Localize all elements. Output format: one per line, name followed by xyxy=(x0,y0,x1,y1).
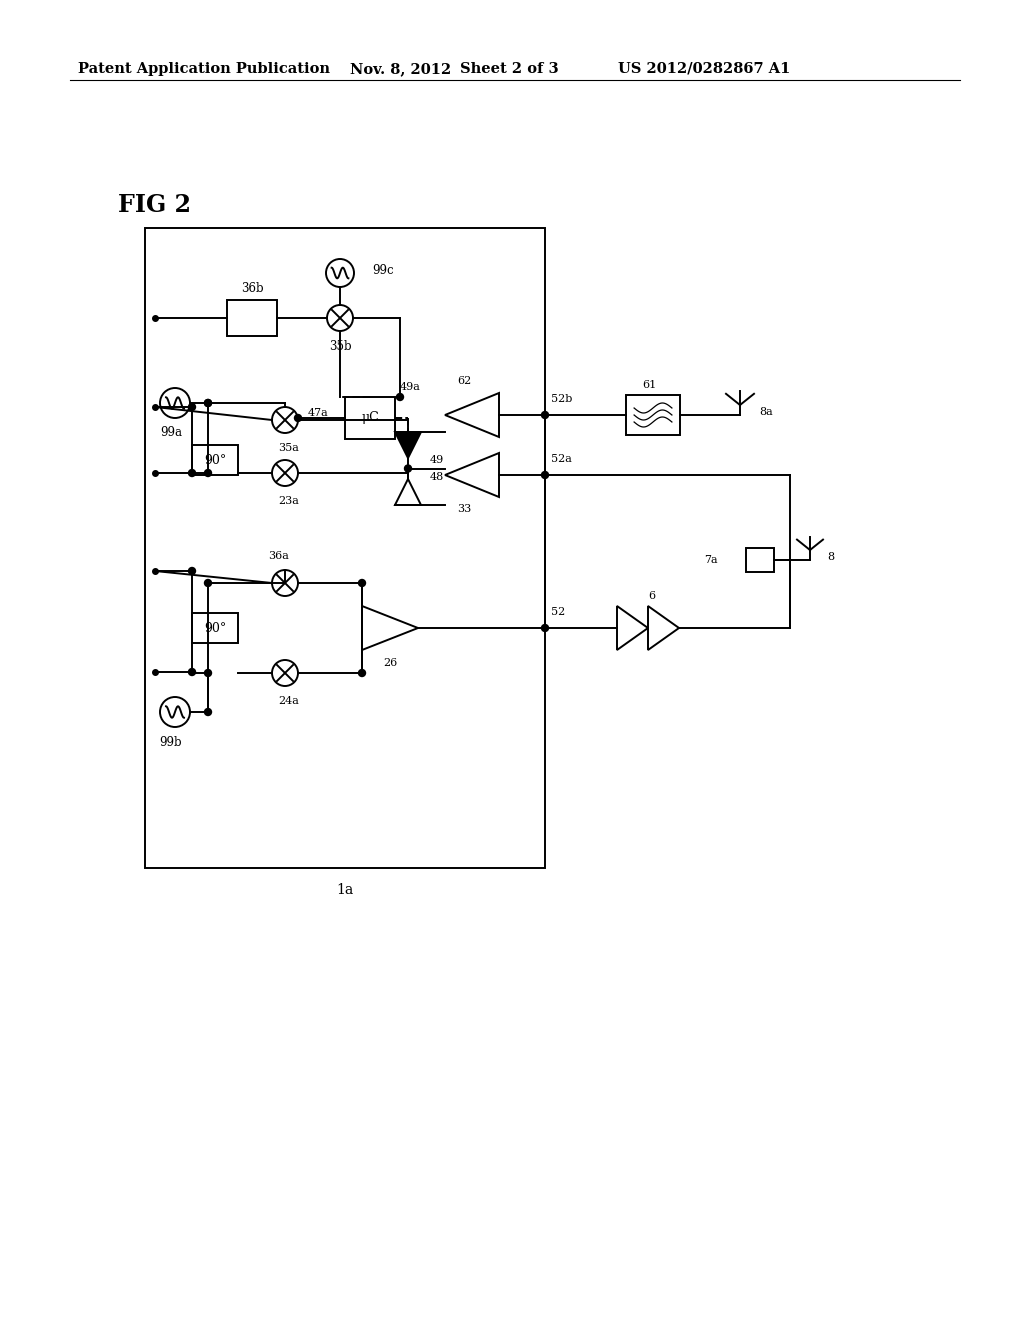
Text: 62: 62 xyxy=(457,376,471,385)
Circle shape xyxy=(396,393,403,400)
Circle shape xyxy=(272,459,298,486)
Text: 33: 33 xyxy=(457,504,471,513)
Text: 90°: 90° xyxy=(204,454,226,466)
Circle shape xyxy=(272,660,298,686)
Circle shape xyxy=(404,465,412,473)
Text: μC: μC xyxy=(361,412,379,425)
Circle shape xyxy=(272,407,298,433)
Text: 35b: 35b xyxy=(329,339,351,352)
Text: 90°: 90° xyxy=(204,622,226,635)
Polygon shape xyxy=(395,432,421,458)
Text: FIG 2: FIG 2 xyxy=(118,193,191,216)
Polygon shape xyxy=(395,479,421,506)
Text: 99b: 99b xyxy=(160,735,182,748)
Circle shape xyxy=(272,570,298,597)
Circle shape xyxy=(326,259,354,286)
Circle shape xyxy=(205,709,212,715)
Text: 52b: 52b xyxy=(551,393,572,404)
Text: 23a: 23a xyxy=(279,496,299,506)
Text: 8a: 8a xyxy=(759,407,773,417)
Circle shape xyxy=(205,579,212,586)
Text: 1a: 1a xyxy=(336,883,353,898)
Circle shape xyxy=(327,305,353,331)
Bar xyxy=(227,300,278,337)
Bar xyxy=(746,548,774,572)
Circle shape xyxy=(542,624,549,631)
Text: 99a: 99a xyxy=(160,426,182,440)
Polygon shape xyxy=(362,606,418,649)
Polygon shape xyxy=(445,453,499,498)
Bar xyxy=(193,612,238,643)
Circle shape xyxy=(295,414,301,421)
Circle shape xyxy=(188,668,196,676)
Text: 52a: 52a xyxy=(551,454,571,465)
Text: 49a: 49a xyxy=(400,381,421,392)
Text: 7a: 7a xyxy=(705,554,718,565)
Text: 24a: 24a xyxy=(279,696,299,706)
Circle shape xyxy=(358,579,366,586)
Circle shape xyxy=(188,568,196,574)
Circle shape xyxy=(358,669,366,676)
Polygon shape xyxy=(445,393,499,437)
Text: 49: 49 xyxy=(430,455,444,465)
Text: US 2012/0282867 A1: US 2012/0282867 A1 xyxy=(618,62,791,77)
Circle shape xyxy=(205,470,212,477)
Text: 48: 48 xyxy=(430,473,444,482)
Text: 52: 52 xyxy=(551,607,565,616)
Circle shape xyxy=(205,400,212,407)
Bar xyxy=(145,228,545,869)
Circle shape xyxy=(542,412,549,418)
Text: 8: 8 xyxy=(827,552,835,562)
Text: 35a: 35a xyxy=(279,444,299,453)
Text: Sheet 2 of 3: Sheet 2 of 3 xyxy=(460,62,559,77)
Circle shape xyxy=(160,388,190,418)
Text: 36a: 36a xyxy=(268,550,290,561)
Polygon shape xyxy=(648,606,679,649)
Text: 99c: 99c xyxy=(372,264,393,276)
Circle shape xyxy=(205,400,212,407)
Circle shape xyxy=(542,471,549,479)
Circle shape xyxy=(160,697,190,727)
Bar xyxy=(626,395,680,436)
Text: 26: 26 xyxy=(383,657,397,668)
Bar xyxy=(193,445,238,475)
Text: Patent Application Publication: Patent Application Publication xyxy=(78,62,330,77)
Text: 47a: 47a xyxy=(307,408,328,418)
Text: 6: 6 xyxy=(648,591,655,601)
Circle shape xyxy=(188,470,196,477)
Text: 61: 61 xyxy=(642,380,656,389)
Polygon shape xyxy=(617,606,648,649)
Bar xyxy=(345,397,395,440)
Text: 36b: 36b xyxy=(241,282,263,296)
Circle shape xyxy=(205,669,212,676)
Circle shape xyxy=(188,404,196,411)
Text: Nov. 8, 2012: Nov. 8, 2012 xyxy=(350,62,452,77)
